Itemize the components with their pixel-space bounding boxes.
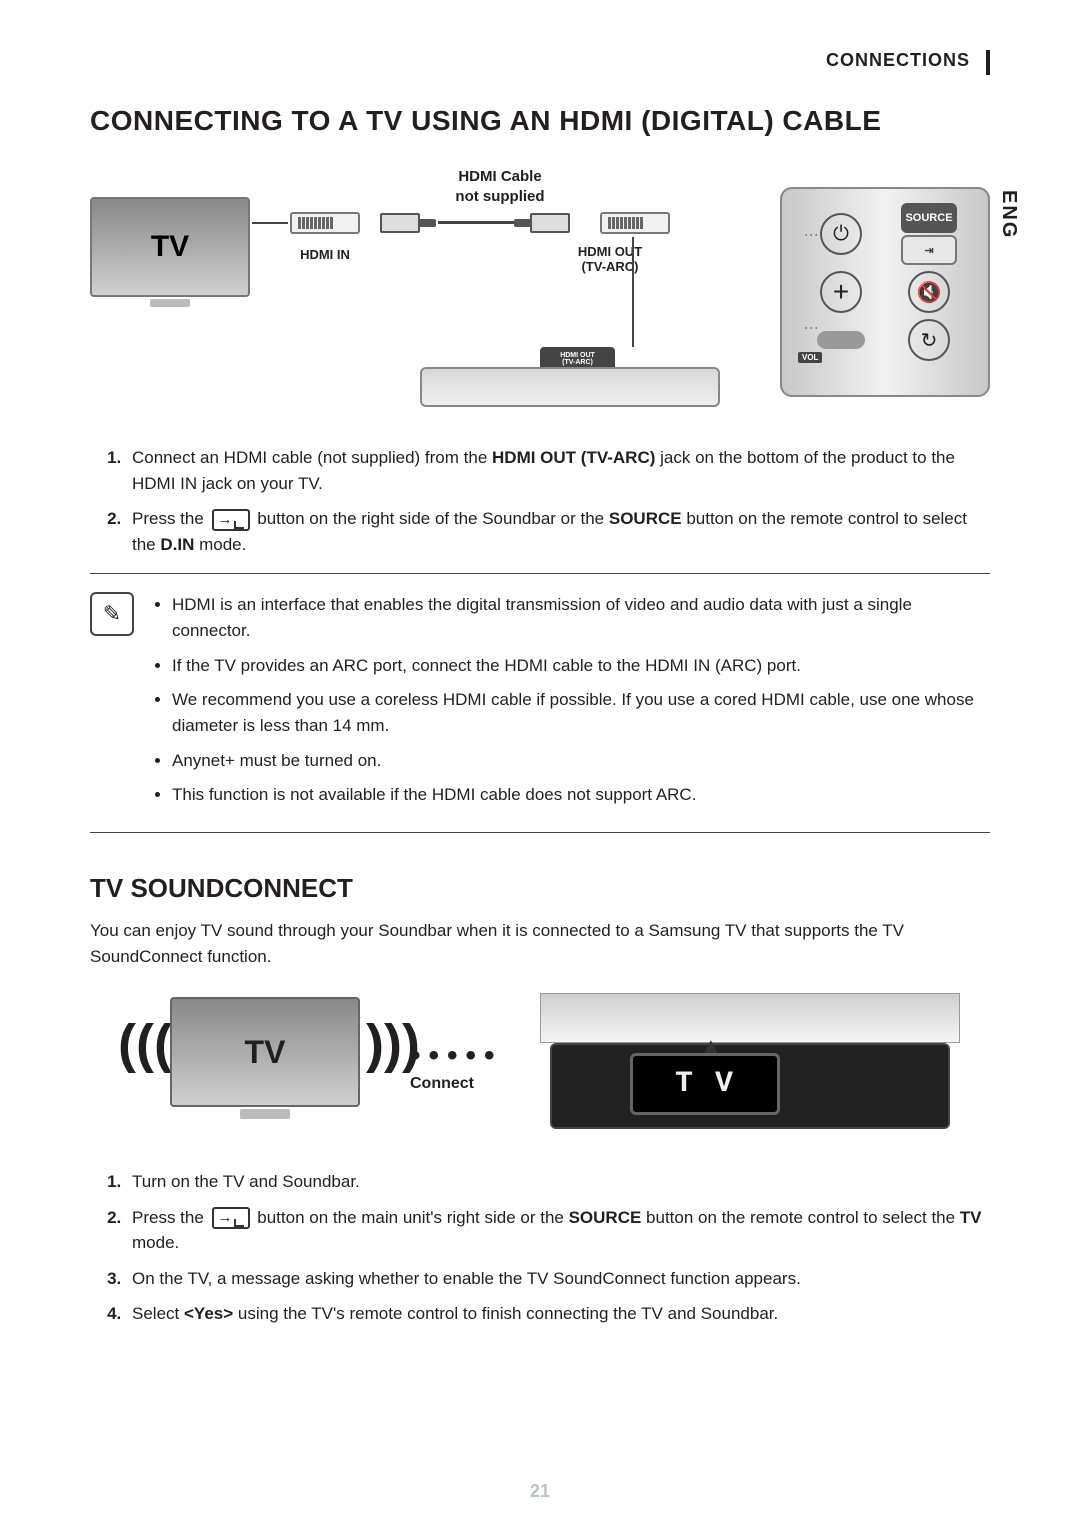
hdmi-connector-tv: [290, 212, 360, 234]
soundbar-illustration: [420, 367, 720, 407]
connect-dots: •••••: [410, 1039, 503, 1073]
note-3: We recommend you use a coreless HDMI cab…: [172, 687, 980, 740]
sc2-pre: Press the: [132, 1208, 209, 1227]
s2-b2: D.IN: [160, 535, 194, 554]
mute-icon: 🔇: [908, 271, 950, 313]
sc2-mid2: button on the remote control to select t…: [641, 1208, 959, 1227]
sc2-b2: TV: [960, 1208, 982, 1227]
hdmi-out-l2: (TV-ARC): [581, 259, 638, 274]
page-number: 21: [0, 1481, 1080, 1502]
pill-button: [817, 331, 865, 349]
source-inline-icon-2: [212, 1207, 250, 1229]
tv-illustration: TV: [90, 197, 250, 297]
hdmi-plug-left: [380, 213, 420, 233]
source-inline-icon: [212, 509, 250, 531]
divider-top: [90, 573, 990, 574]
connect-label: Connect: [410, 1075, 474, 1093]
s2-b1: SOURCE: [609, 509, 682, 528]
s1-b1: HDMI OUT (TV-ARC): [492, 448, 655, 467]
s2-pre: Press the: [132, 509, 209, 528]
hdmi-out-label: HDMI OUT (TV-ARC): [560, 245, 660, 275]
power-icon: ⏻: [820, 213, 862, 255]
s2-post: mode.: [194, 535, 246, 554]
note-list: HDMI is an interface that enables the di…: [172, 592, 980, 816]
soundbar-top: [540, 993, 960, 1043]
sc2-b1: SOURCE: [569, 1208, 642, 1227]
step1: Connect an HDMI cable (not supplied) fro…: [126, 445, 990, 496]
hdmi-in-label: HDMI IN: [290, 247, 360, 262]
note-1: HDMI is an interface that enables the di…: [172, 592, 980, 645]
note-4: Anynet+ must be turned on.: [172, 748, 980, 774]
note-5: This function is not available if the HD…: [172, 782, 980, 808]
note-block: ✎ HDMI is an interface that enables the …: [90, 592, 990, 816]
step2: Press the button on the right side of th…: [126, 506, 990, 557]
port-l2: (TV-ARC): [562, 359, 593, 366]
sc2-mid: button on the main unit's right side or …: [253, 1208, 569, 1227]
section2-intro: You can enjoy TV sound through your Soun…: [90, 918, 990, 969]
source-symbol-icon: ⇥: [901, 235, 957, 265]
s2-mid: button on the right side of the Soundbar…: [253, 509, 609, 528]
remote-illustration: ⋮⏻ SOURCE ⇥ + 🔇 ⋮ VOL ↻: [780, 187, 990, 397]
repeat-icon: ↻: [908, 319, 950, 361]
port-l1: HDMI OUT: [560, 352, 595, 359]
cable-label-l2: not supplied: [455, 188, 544, 205]
line-tv: [252, 222, 288, 224]
sc-step1: Turn on the TV and Soundbar.: [126, 1169, 990, 1195]
sc2-post: mode.: [132, 1233, 179, 1252]
hdmi-connector-sb: [600, 212, 670, 234]
plus-icon: +: [820, 271, 862, 313]
vol-label: VOL: [798, 352, 822, 363]
section-header: CONNECTIONS: [90, 50, 990, 75]
section2-steps: Turn on the TV and Soundbar. Press the b…: [116, 1169, 990, 1327]
cable-label: HDMI Cable not supplied: [410, 167, 590, 206]
section1-steps: Connect an HDMI cable (not supplied) fro…: [116, 445, 990, 557]
tv2-stand: [240, 1109, 290, 1119]
sc-step3: On the TV, a message asking whether to e…: [126, 1266, 990, 1292]
language-tab: ENG: [997, 190, 1020, 239]
sc4-pre: Select: [132, 1304, 184, 1323]
sc4-post: using the TV's remote control to finish …: [233, 1304, 778, 1323]
tv2-illustration: TV: [170, 997, 360, 1107]
section2-title: TV SOUNDCONNECT: [90, 873, 990, 904]
sc-step2: Press the button on the main unit's righ…: [126, 1205, 990, 1256]
soundconnect-diagram: ((( TV ))) ••••• Connect ▲ T V: [90, 987, 990, 1147]
divider-bottom: [90, 832, 990, 833]
note-2: If the TV provides an ARC port, connect …: [172, 653, 980, 679]
wave-left-icon: (((: [118, 1017, 172, 1071]
s1-pre: Connect an HDMI cable (not supplied) fro…: [132, 448, 492, 467]
sc-step4: Select <Yes> using the TV's remote contr…: [126, 1301, 990, 1327]
hdmi-plug-right: [530, 213, 570, 233]
sc4-b1: <Yes>: [184, 1304, 233, 1323]
note-icon: ✎: [90, 592, 134, 636]
soundbar-display: T V: [630, 1053, 780, 1115]
tv-stand: [150, 299, 190, 307]
hdmi-diagram: TV HDMI Cable not supplied HDMI IN HDMI …: [90, 157, 990, 427]
section1-title: CONNECTING TO A TV USING AN HDMI (DIGITA…: [90, 105, 990, 137]
callout-line: [632, 237, 634, 347]
source-button-label: SOURCE: [901, 203, 957, 233]
cable-label-l1: HDMI Cable: [458, 168, 541, 185]
